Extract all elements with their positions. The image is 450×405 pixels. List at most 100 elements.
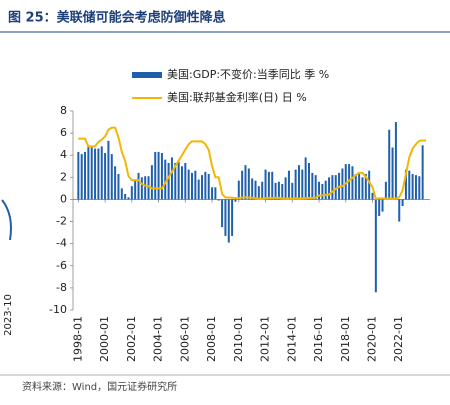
bar [221,199,224,228]
bar [344,164,347,200]
bar [197,179,200,200]
bar [100,146,103,200]
legend-label: 美国:GDP:不变价:当季同比 季 % [167,67,329,81]
x-tick-label: 2008-01 [205,316,218,362]
bar [104,153,107,200]
bar [304,157,307,200]
bar [394,122,397,200]
y-tick-label: 2 [60,170,67,183]
bar [170,157,173,200]
y-tick-label: -2 [56,215,67,228]
bar [287,170,290,200]
bar [324,180,327,200]
y-tick-label: -10 [49,303,67,316]
y-tick-label: -8 [56,281,67,294]
bar [117,174,120,200]
bar [411,174,414,200]
bar [90,147,93,200]
bar [124,193,127,200]
bar [277,181,280,200]
bar [244,165,247,200]
bar [107,140,110,200]
bar [354,174,357,200]
bar [207,174,210,200]
bar [311,172,314,200]
bar [364,174,367,200]
bar [301,169,304,200]
bar [291,182,294,200]
x-tick-label: 2002-01 [125,316,138,362]
bar [371,192,374,200]
bar [110,154,113,200]
legend-swatch [132,72,162,78]
bar [368,170,371,200]
bar [127,197,130,200]
bar [331,175,334,200]
y-tick-label: 4 [60,148,67,161]
x-tick-label: 2018-01 [339,316,352,362]
y-tick-label: 8 [60,104,67,117]
bar [281,183,284,200]
bar [147,176,150,200]
bar [114,166,117,200]
bar [307,162,310,200]
fragment-label: 2023-10 [3,294,14,336]
fragment-arc [1,199,12,241]
bar [274,182,277,200]
x-tick-label: 1998-01 [71,316,84,362]
figure-title: 图 25：美联储可能会考虑防御性降息 [8,10,226,26]
bar [84,151,87,200]
bar [284,177,287,200]
bar [391,147,394,200]
bar [214,187,217,200]
bar [414,175,417,200]
bar [201,175,204,200]
line [78,126,426,200]
bar [261,181,264,200]
bar [267,171,270,200]
legend-label: 美国:联邦基金利率(日) 日 % [167,90,307,104]
bar [94,148,97,200]
bar [157,151,160,200]
bar [137,172,140,200]
source-note: 资料来源：Wind，国元证券研究所 [22,380,177,393]
bar [120,188,123,200]
bar [217,199,220,201]
bar [341,168,344,200]
y-tick-label: 6 [60,126,67,139]
bar [174,162,177,200]
bar [297,165,300,200]
bar [187,169,190,200]
bar [177,161,180,200]
bar [374,199,377,293]
bar [408,170,411,200]
bar [134,179,137,200]
bar [334,175,337,200]
bar [234,199,237,202]
bar [167,162,170,200]
y-tick-label: -6 [56,259,67,272]
bar [191,172,193,200]
bar [401,199,404,207]
bar [180,166,183,200]
bar [204,171,207,200]
x-tick-label: 2006-01 [178,316,191,362]
x-tick-label: 2012-01 [259,316,272,362]
bar [318,181,321,200]
bar [358,174,361,200]
bar [77,151,80,200]
bar [314,175,317,200]
bar [294,169,297,200]
bar [150,165,153,200]
bar [130,186,133,200]
bar [80,154,83,200]
bar [384,181,387,200]
bar [381,199,384,212]
bar [398,199,401,222]
bar [237,180,240,200]
x-tick-label: 2010-01 [232,316,245,362]
bar [378,199,381,217]
bar [321,183,324,200]
y-tick-label: 0 [60,192,67,205]
